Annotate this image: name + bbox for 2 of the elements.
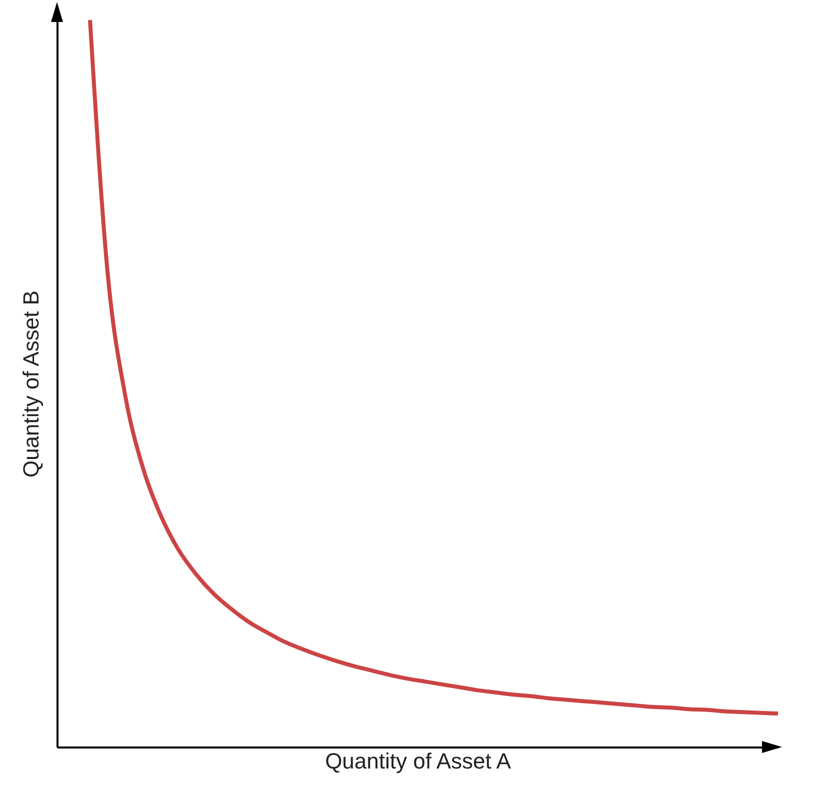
y-axis-title: Quantity of Asset B: [18, 290, 44, 478]
x-axis-title: Quantity of Asset A: [325, 748, 512, 774]
